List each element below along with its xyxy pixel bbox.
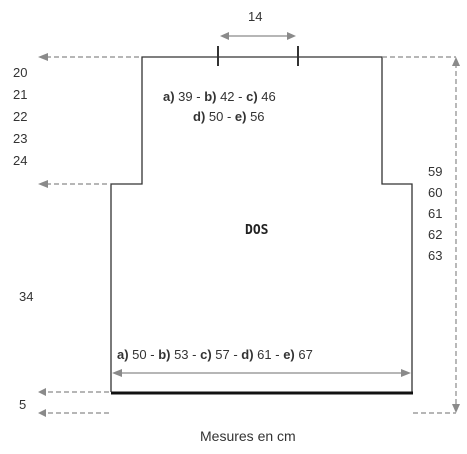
armhole-height-a: 20 xyxy=(13,65,27,80)
shoulder-sizes-line2: d) 50 - e) 56 xyxy=(193,109,265,124)
body-height-label: 34 xyxy=(19,289,33,304)
total-height-e: 63 xyxy=(428,248,442,263)
rib-arrow-up xyxy=(38,388,46,396)
armhole-guide-arrow xyxy=(38,180,48,188)
shoulder-sizes-line1: a) 39 - b) 42 - c) 46 xyxy=(163,89,276,104)
total-height-c: 61 xyxy=(428,206,442,221)
rib-height-label: 5 xyxy=(19,397,26,412)
armhole-height-d: 23 xyxy=(13,131,27,146)
piece-label: DOS xyxy=(245,223,269,238)
total-height-arrow-bottom xyxy=(452,404,460,413)
rib-arrow-down xyxy=(38,409,46,417)
width-arrow xyxy=(112,369,411,377)
total-height-arrow-top xyxy=(452,57,460,66)
top-guide-arrow xyxy=(38,53,48,61)
armhole-height-e: 24 xyxy=(13,153,27,168)
width-sizes: a) 50 - b) 53 - c) 57 - d) 61 - e) 67 xyxy=(117,347,313,362)
total-height-d: 62 xyxy=(428,227,442,242)
armhole-height-b: 21 xyxy=(13,87,27,102)
armhole-height-c: 22 xyxy=(13,109,27,124)
back-piece-outline xyxy=(110,56,413,392)
neck-width-arrow xyxy=(220,32,296,40)
caption: Mesures en cm xyxy=(200,428,296,444)
total-height-b: 60 xyxy=(428,185,442,200)
total-height-a: 59 xyxy=(428,164,442,179)
neck-width-label: 14 xyxy=(248,9,262,24)
